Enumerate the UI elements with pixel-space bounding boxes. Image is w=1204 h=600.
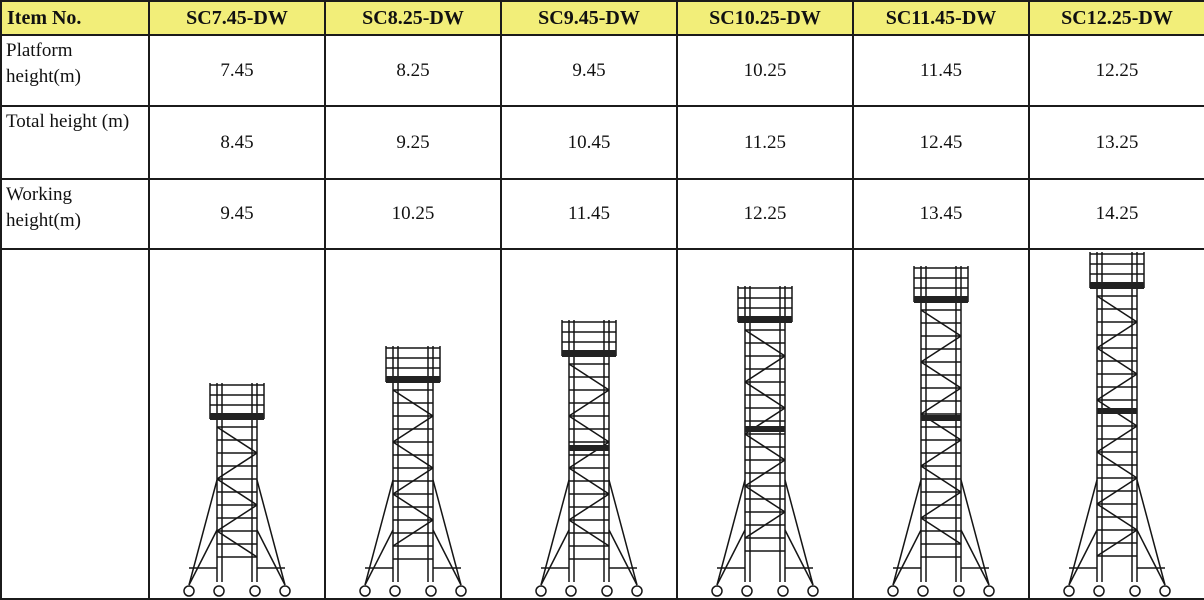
row-label-working-height: Working height(m)	[0, 178, 150, 250]
total-height-value: 12.45	[852, 105, 1030, 180]
scaffold-cell	[500, 248, 678, 600]
header-model-2: SC8.25-DW	[324, 0, 502, 36]
platform-height-value: 7.45	[148, 34, 326, 107]
header-model-3: SC9.45-DW	[500, 0, 678, 36]
platform-height-value: 9.45	[500, 34, 678, 107]
working-height-value: 11.45	[500, 178, 678, 250]
scaffold-cell	[852, 248, 1030, 600]
header-model-4: SC10.25-DW	[676, 0, 854, 36]
scaffold-tower-diagram	[327, 251, 499, 597]
scaffold-cell	[1028, 248, 1204, 600]
working-height-value: 14.25	[1028, 178, 1204, 250]
scaffold-tower-diagram	[151, 251, 323, 597]
total-height-value: 13.25	[1028, 105, 1204, 180]
scaffold-tower-diagram	[1031, 251, 1203, 597]
header-row: Item No. SC7.45-DW SC8.25-DW SC9.45-DW S…	[0, 0, 1204, 36]
header-model-1: SC7.45-DW	[148, 0, 326, 36]
header-model-5: SC11.45-DW	[852, 0, 1030, 36]
working-height-value: 10.25	[324, 178, 502, 250]
header-item-no: Item No.	[0, 0, 150, 36]
table-row-total-height: Total height (m) 8.45 9.25 10.45 11.25 1…	[0, 105, 1204, 180]
platform-height-value: 8.25	[324, 34, 502, 107]
scaffold-cell	[148, 248, 326, 600]
scaffold-tower-diagram	[503, 251, 675, 597]
total-height-value: 11.25	[676, 105, 854, 180]
working-height-value: 13.45	[852, 178, 1030, 250]
working-height-value: 12.25	[676, 178, 854, 250]
row-label-total-height: Total height (m)	[0, 105, 150, 180]
platform-height-value: 10.25	[676, 34, 854, 107]
empty-cell	[0, 248, 150, 600]
table-row-images	[0, 248, 1204, 600]
platform-height-value: 12.25	[1028, 34, 1204, 107]
scaffold-tower-diagram	[855, 251, 1027, 597]
row-label-platform-height: Platform height(m)	[0, 34, 150, 107]
header-model-6: SC12.25-DW	[1028, 0, 1204, 36]
total-height-value: 10.45	[500, 105, 678, 180]
working-height-value: 9.45	[148, 178, 326, 250]
scaffold-cell	[676, 248, 854, 600]
scaffold-cell	[324, 248, 502, 600]
table-row-working-height: Working height(m) 9.45 10.25 11.45 12.25…	[0, 178, 1204, 250]
total-height-value: 8.45	[148, 105, 326, 180]
table-row-platform-height: Platform height(m) 7.45 8.25 9.45 10.25 …	[0, 34, 1204, 107]
platform-height-value: 11.45	[852, 34, 1030, 107]
scaffold-tower-diagram	[679, 251, 851, 597]
total-height-value: 9.25	[324, 105, 502, 180]
